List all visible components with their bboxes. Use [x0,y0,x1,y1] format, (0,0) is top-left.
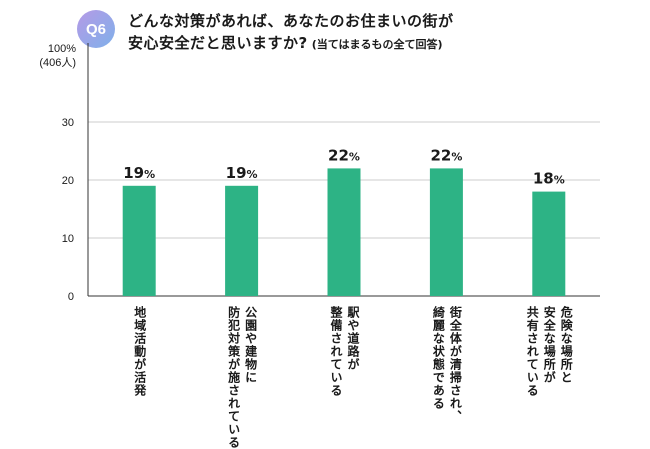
y-tick-label: 10 [62,233,74,245]
category-label-line: 地域活動が活発 [132,306,147,397]
category-label-line: 危険な場所と [559,306,574,384]
category-label-line: 防犯対策が施されている [226,306,241,449]
question-title-main: 安心安全だと思いますか? [128,34,308,52]
bar [327,168,361,296]
category-label-line: 整備されている [329,306,343,397]
y-axis-top-label: 100% [48,43,76,55]
category-label: 公園や建物に 防犯対策が施されている [225,306,259,449]
data-label: 18% [533,170,565,188]
data-label: 22% [328,146,360,164]
y-tick-label: 20 [62,175,74,187]
question-title: どんな対策があれば、あなたのお住まいの街が 安心安全だと思いますか? (当てはまる… [128,10,454,56]
category-label-line: 安全な場所が [542,306,557,384]
bar [429,168,463,296]
category-label-line: 綺麗な状態である [431,306,446,410]
category-label: 街全体が清掃され、 綺麗な状態である [429,306,463,423]
category-label: 地域活動が活発 [131,306,148,397]
data-label: 19% [226,164,258,182]
bar [225,185,259,296]
y-tick-label: 30 [62,117,74,129]
question-title-line-1: どんな対策があれば、あなたのお住まいの街が [128,12,454,30]
y-axis-sample-size-label: (406人) [39,56,76,69]
bar [122,185,156,296]
question-title-note: (当てはまるもの全て回答) [311,38,443,51]
bar [532,191,566,296]
category-label-line: 公園や建物に [243,306,258,384]
data-label: 19% [123,164,155,182]
question-number-badge: Q6 [77,10,115,48]
data-label: 22% [430,146,462,164]
category-label-line: 共有されている [525,306,540,397]
category-label-line: 街全体が清掃され、 [448,306,463,423]
category-label: 危険な場所と 安全な場所が 共有されている [523,306,574,397]
question-title-line-2: 安心安全だと思いますか? (当てはまるもの全て回答) [128,32,454,56]
category-label: 駅や道路が 整備されている [327,306,361,397]
category-label-line: 駅や道路が [346,306,360,371]
y-tick-label: 0 [68,291,74,303]
